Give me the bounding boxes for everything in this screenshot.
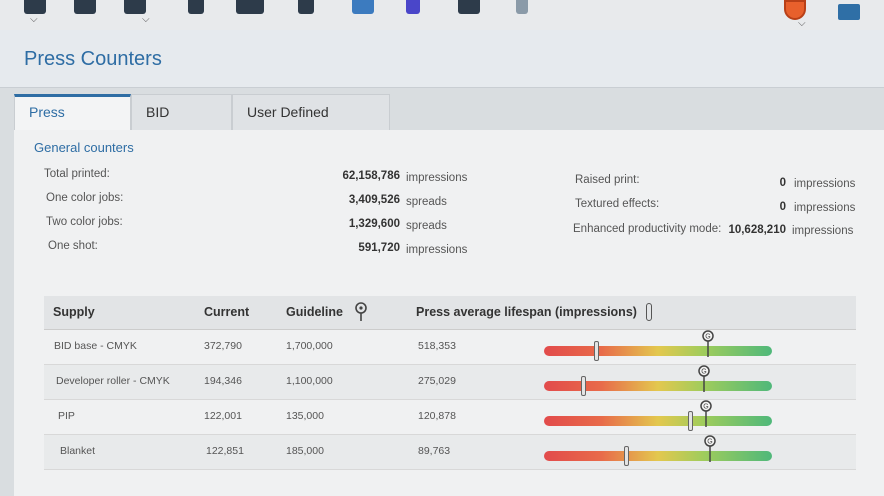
svg-text:G: G bbox=[701, 369, 706, 376]
counter-value: 62,158,786 bbox=[342, 170, 400, 182]
chat-icon[interactable] bbox=[838, 4, 860, 20]
current-marker bbox=[580, 376, 586, 396]
guideline-value: 185,000 bbox=[286, 445, 324, 457]
counter-label: Textured effects: bbox=[575, 198, 660, 210]
guideline-pin-icon: G bbox=[700, 400, 712, 427]
counter-unit: impressions bbox=[792, 225, 854, 237]
counter-label: One color jobs: bbox=[46, 192, 124, 204]
column-header-lifespan: Press average lifespan (impressions) bbox=[416, 305, 637, 319]
table-row: Blanket 122,851 185,000 89,763 G bbox=[44, 435, 856, 470]
lifespan-value: 89,763 bbox=[418, 445, 451, 457]
counter-unit: spreads bbox=[406, 196, 447, 208]
column-header-supply: Supply bbox=[53, 305, 95, 319]
current-marker bbox=[687, 411, 693, 431]
page-title: Press Counters bbox=[24, 48, 162, 70]
title-bar: Press Counters bbox=[0, 30, 884, 88]
lifespan-bar: G bbox=[544, 400, 772, 431]
guideline-value: 1,100,000 bbox=[286, 375, 333, 387]
supply-name: PIP bbox=[58, 410, 75, 422]
guideline-pin-icon: G bbox=[697, 365, 710, 392]
current-value: 194,346 bbox=[204, 375, 242, 387]
plane-icon[interactable] bbox=[352, 0, 374, 14]
counters-panel: General counters Total printed: 62,158,7… bbox=[14, 130, 884, 496]
guideline-pin-icon: G bbox=[702, 330, 714, 357]
svg-text:G: G bbox=[708, 439, 713, 446]
table-row: BID base - CMYK 372,790 1,700,000 518,35… bbox=[44, 330, 856, 365]
current-value: 122,851 bbox=[206, 445, 244, 457]
home-icon[interactable] bbox=[74, 0, 96, 14]
tab-press-counters[interactable]: Press Counters bbox=[14, 94, 131, 150]
table-header: Supply Current Guideline Press average l… bbox=[44, 296, 856, 330]
current-value: 122,001 bbox=[204, 410, 242, 422]
job-icon[interactable] bbox=[188, 0, 204, 14]
user-icon[interactable] bbox=[516, 0, 528, 14]
lifespan-value: 120,878 bbox=[418, 410, 456, 422]
lifespan-bar: G bbox=[544, 365, 772, 396]
svg-text:G: G bbox=[703, 404, 708, 411]
supply-name: BID base - CMYK bbox=[54, 340, 137, 352]
table-row: PIP 122,001 135,000 120,878 G bbox=[44, 400, 856, 435]
counter-unit: spreads bbox=[406, 220, 447, 232]
counter-value: 3,409,526 bbox=[348, 194, 400, 206]
column-header-current: Current bbox=[204, 305, 250, 319]
table-row: Developer roller - CMYK 194,346 1,100,00… bbox=[44, 365, 856, 400]
counter-value: 1,329,600 bbox=[348, 218, 400, 230]
counter-unit: impressions bbox=[794, 178, 856, 190]
counter-unit: impressions bbox=[406, 244, 468, 256]
counter-icon[interactable] bbox=[236, 0, 264, 14]
tab-user-defined-counters[interactable]: User Defined Counters bbox=[232, 94, 390, 154]
counter-label: Two color jobs: bbox=[46, 216, 123, 228]
current-marker bbox=[624, 446, 630, 466]
menu-icon[interactable] bbox=[24, 0, 46, 14]
tools-icon[interactable] bbox=[298, 0, 314, 14]
gauge-icon bbox=[646, 303, 652, 321]
map-pin-icon bbox=[355, 302, 367, 321]
counter-value: 591,720 bbox=[358, 242, 400, 254]
counter-value: 10,628,210 bbox=[728, 224, 786, 236]
alert-icon[interactable] bbox=[784, 0, 806, 20]
guideline-value: 1,700,000 bbox=[286, 340, 333, 352]
guideline-pin-icon: G bbox=[704, 435, 717, 462]
svg-text:G: G bbox=[705, 334, 710, 341]
lifespan-bar: G bbox=[544, 435, 772, 466]
counter-unit: impressions bbox=[794, 202, 856, 214]
current-value: 372,790 bbox=[204, 340, 242, 352]
column-header-guideline: Guideline bbox=[286, 305, 343, 319]
supply-name: Blanket bbox=[60, 445, 96, 457]
counter-label: One shot: bbox=[48, 240, 98, 252]
top-toolbar: ⌵ ⌵ ⌵ bbox=[0, 0, 884, 30]
supply-table: Supply Current Guideline Press average l… bbox=[44, 296, 856, 496]
counter-label: Raised print: bbox=[575, 174, 640, 186]
chevron-down-icon[interactable]: ⌵ bbox=[142, 14, 150, 25]
supply-name: Developer roller - CMYK bbox=[56, 375, 170, 387]
report-icon[interactable] bbox=[458, 0, 480, 14]
section-title: General counters bbox=[34, 140, 134, 155]
lifespan-value: 518,353 bbox=[418, 340, 456, 352]
counter-label: Total printed: bbox=[44, 168, 110, 180]
guideline-value: 135,000 bbox=[286, 410, 324, 422]
current-marker bbox=[594, 341, 600, 361]
counter-unit: impressions bbox=[406, 172, 468, 184]
counter-label: Enhanced productivity mode: bbox=[573, 223, 722, 235]
tab-bid-counters[interactable]: BID Counters bbox=[131, 94, 232, 154]
counter-value: 0 bbox=[779, 201, 786, 213]
monitor-icon[interactable] bbox=[124, 0, 146, 14]
lifespan-bar: G bbox=[544, 330, 772, 361]
ink-icon[interactable] bbox=[406, 0, 420, 14]
chevron-down-icon[interactable]: ⌵ bbox=[798, 18, 806, 29]
counter-value: 0 bbox=[779, 177, 786, 189]
lifespan-value: 275,029 bbox=[418, 375, 456, 387]
chevron-down-icon[interactable]: ⌵ bbox=[30, 14, 38, 25]
